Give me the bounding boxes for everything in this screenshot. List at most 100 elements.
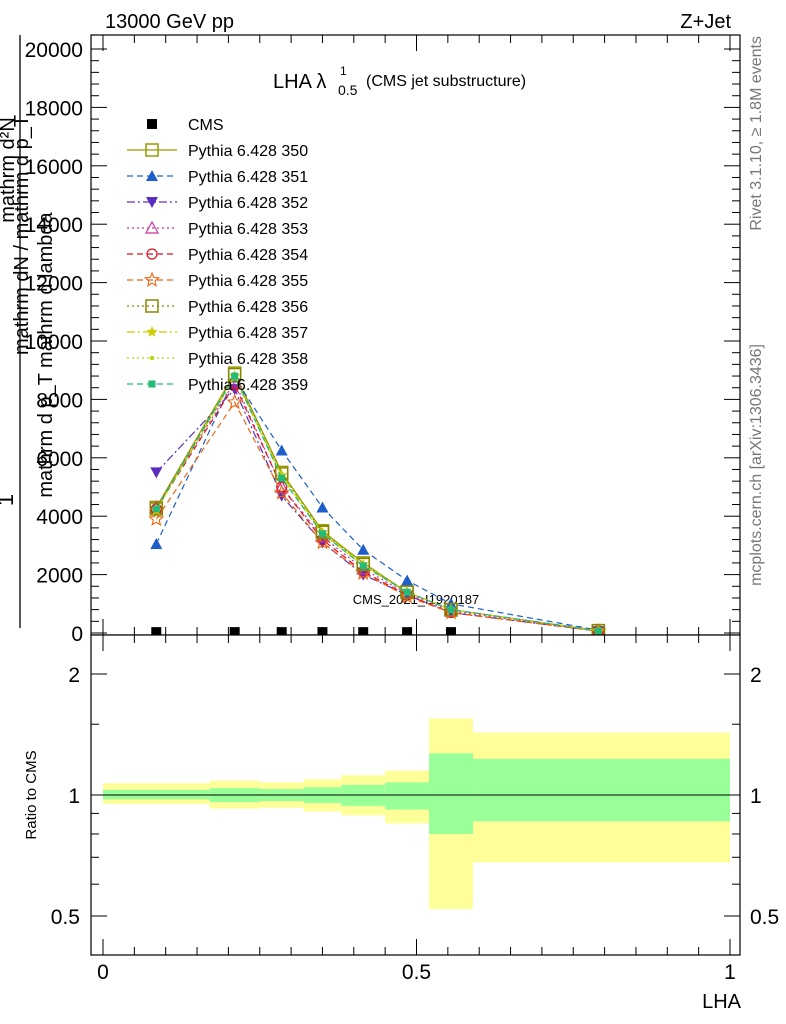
legend-label: CMS (188, 117, 224, 134)
legend-label: Pythia 6.428 356 (188, 299, 308, 316)
ratio-y-tick-label-right: 0.5 (750, 906, 779, 929)
ratio-y-axis-label: Ratio to CMS (23, 750, 40, 839)
legend-label: Pythia 6.428 358 (188, 351, 308, 368)
header-energy: 13000 GeV pp (105, 11, 234, 33)
y-tick-label: 18000 (25, 97, 83, 120)
legend-item-pythia-6-428-351: Pythia 6.428 351 (127, 169, 308, 186)
y-tick-label: 8000 (36, 389, 83, 412)
mcplots-label: mcplots.cern.ch [arXiv:1306.3436] (748, 344, 765, 586)
legend-item-pythia-6-428-355: Pythia 6.428 355 (127, 271, 308, 290)
legend-item-pythia-6-428-358: Pythia 6.428 358 (127, 351, 308, 368)
data-point (150, 537, 163, 549)
data-point (276, 627, 287, 635)
y-tick-label: 4000 (36, 506, 83, 529)
y-tick-label: 12000 (25, 273, 83, 296)
data-point (315, 525, 330, 540)
inner-band-bin (385, 782, 430, 810)
legend-item-pythia-6-428-353: Pythia 6.428 353 (127, 220, 308, 238)
analysis-watermark: CMS_2021_I1920187 (353, 592, 480, 607)
data-point (273, 484, 290, 500)
main-x-ticks (102, 35, 731, 635)
ylabel-frac-denominator-text: mathrm dN / mathrm d p_T (11, 115, 33, 355)
inner-band-bin (472, 758, 730, 822)
legend-item-pythia-6-428-357: Pythia 6.428 357 (127, 325, 308, 342)
legend-item-pythia-6-428-350: Pythia 6.428 350 (127, 143, 308, 160)
legend-item-cms: CMS (147, 117, 224, 134)
y-tick-label: 16000 (25, 156, 83, 179)
main-plot-panel: CMS_2021_I1920187 0 2000 4000 6000 8000 10000… (25, 34, 741, 646)
legend-label: Pythia 6.428 353 (188, 221, 308, 238)
legend-marker (145, 143, 159, 157)
y-tick-label: 2000 (36, 565, 83, 588)
data-point (231, 372, 239, 380)
legend-marker (148, 380, 156, 388)
data-point (445, 627, 456, 635)
x-tick-label: 0 (97, 961, 109, 984)
data-point (357, 569, 370, 581)
data-point (591, 623, 606, 635)
legend-marker (146, 326, 158, 337)
legend-marker (144, 220, 160, 234)
ylabel-derivative-numerator: mathrm d²N (0, 117, 19, 223)
data-point (594, 627, 602, 635)
ratio-y-tick-label: 0.5 (51, 906, 80, 929)
y-tick-label: 10000 (25, 331, 83, 354)
series-line (155, 383, 599, 632)
data-point (316, 501, 329, 513)
data-point (278, 474, 286, 482)
data-point (318, 530, 326, 538)
legend-marker (146, 248, 158, 260)
rivet-label: Rivet 3.1.10, ≥ 1.8M events (748, 36, 765, 231)
legend-label: Pythia 6.428 357 (188, 325, 308, 342)
legend-marker (149, 355, 155, 361)
data-point (275, 444, 288, 456)
data-point (149, 502, 164, 516)
data-point (227, 367, 242, 382)
series-line (155, 388, 599, 632)
data-point (152, 505, 160, 513)
legend-marker (146, 197, 158, 208)
y-tick-label: 14000 (25, 214, 83, 237)
legend-label: Pythia 6.428 359 (188, 377, 308, 394)
plot-title: LHA λ 1 0.5 (CMS jet substructure) (273, 64, 526, 98)
ratio-plot-frame (90, 634, 741, 956)
ratio-plot-panel: 0.5 0.5 1 1 2 2 0 0.5 1 (51, 634, 779, 984)
data-point (400, 585, 414, 599)
legend-marker (145, 299, 159, 313)
data-point (151, 627, 162, 635)
legend-marker (146, 170, 158, 181)
ratio-y-tick-label: 1 (68, 785, 80, 808)
plot-title-suffix: (CMS jet substructure) (366, 73, 526, 90)
series-line (155, 374, 599, 632)
header-process: Z+Jet (680, 11, 731, 33)
data-point (359, 562, 367, 570)
ratio-y-tick-label-right: 2 (750, 664, 762, 687)
legend-label: Pythia 6.428 351 (188, 169, 308, 186)
plot-title-main: LHA λ (273, 71, 326, 93)
data-point (356, 557, 370, 572)
series-line (155, 401, 599, 632)
data-point (358, 627, 369, 635)
ylabel-frac-numerator: 1 (0, 494, 18, 506)
legend-marker (147, 119, 157, 129)
data-point (447, 606, 455, 614)
data-point (444, 602, 458, 617)
ratio-y-tick-label-right: 1 (750, 785, 762, 808)
data-point (226, 393, 243, 410)
series-pythia-6-428-359 (152, 372, 602, 635)
series-cms (151, 627, 456, 635)
ratio-y-tick-label: 2 (68, 664, 80, 687)
main-y-axis-label: mathrm dN / mathrm d p_T 1 mathrm d p_T … (0, 35, 57, 628)
data-point (148, 510, 165, 526)
data-point (403, 588, 411, 596)
legend-label: Pythia 6.428 350 (188, 143, 308, 160)
data-point (317, 627, 328, 635)
y-tick-label: 0 (71, 623, 83, 646)
series-line (155, 376, 599, 631)
ylabel-derivative-denominator: mathrm d p_T mathrm d lambda (35, 211, 57, 497)
plot-title-sup: 1 (340, 64, 347, 78)
data-point (150, 467, 163, 479)
inner-band-bin (429, 753, 473, 834)
plot-title-sub: 0.5 (338, 82, 358, 98)
